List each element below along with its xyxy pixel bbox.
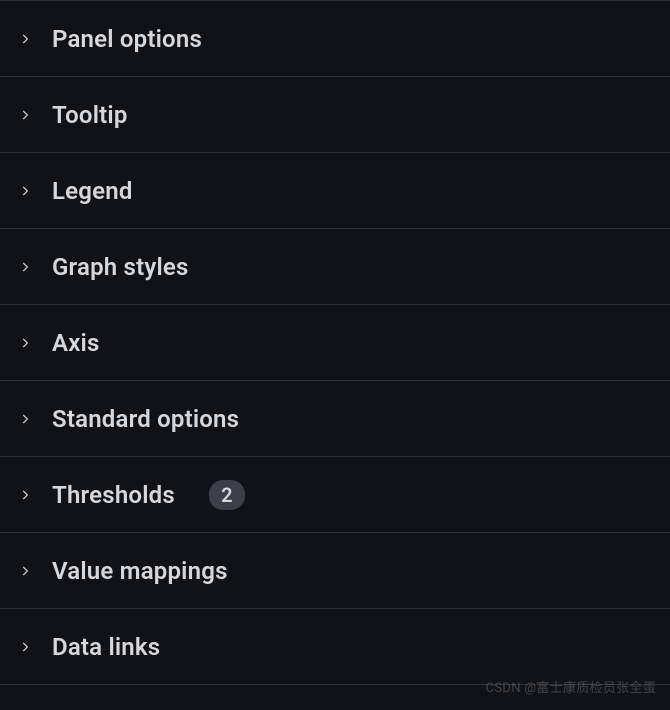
section-thresholds[interactable]: Thresholds 2 <box>0 456 670 532</box>
chevron-right-icon <box>18 640 32 654</box>
section-label: Data links <box>52 633 160 661</box>
section-legend[interactable]: Legend <box>0 152 670 228</box>
section-label: Thresholds <box>52 481 175 509</box>
section-label: Tooltip <box>52 101 128 129</box>
section-standard-options[interactable]: Standard options <box>0 380 670 456</box>
chevron-right-icon <box>18 564 32 578</box>
section-panel-options[interactable]: Panel options <box>0 0 670 76</box>
section-label: Standard options <box>52 405 239 433</box>
chevron-right-icon <box>18 32 32 46</box>
count-badge: 2 <box>209 480 245 510</box>
section-label: Axis <box>52 329 100 357</box>
watermark-text: CSDN @富士康质检员张全蛋 <box>486 677 656 696</box>
chevron-right-icon <box>18 412 32 426</box>
section-value-mappings[interactable]: Value mappings <box>0 532 670 608</box>
section-tooltip[interactable]: Tooltip <box>0 76 670 152</box>
chevron-right-icon <box>18 336 32 350</box>
section-label: Panel options <box>52 25 202 53</box>
section-axis[interactable]: Axis <box>0 304 670 380</box>
section-data-links[interactable]: Data links <box>0 608 670 684</box>
options-panel-list: Panel options Tooltip Legend Graph style… <box>0 0 670 685</box>
section-label: Graph styles <box>52 253 189 281</box>
section-graph-styles[interactable]: Graph styles <box>0 228 670 304</box>
section-label: Value mappings <box>52 557 228 585</box>
chevron-right-icon <box>18 184 32 198</box>
chevron-right-icon <box>18 108 32 122</box>
section-label: Legend <box>52 177 133 205</box>
chevron-right-icon <box>18 260 32 274</box>
chevron-right-icon <box>18 488 32 502</box>
